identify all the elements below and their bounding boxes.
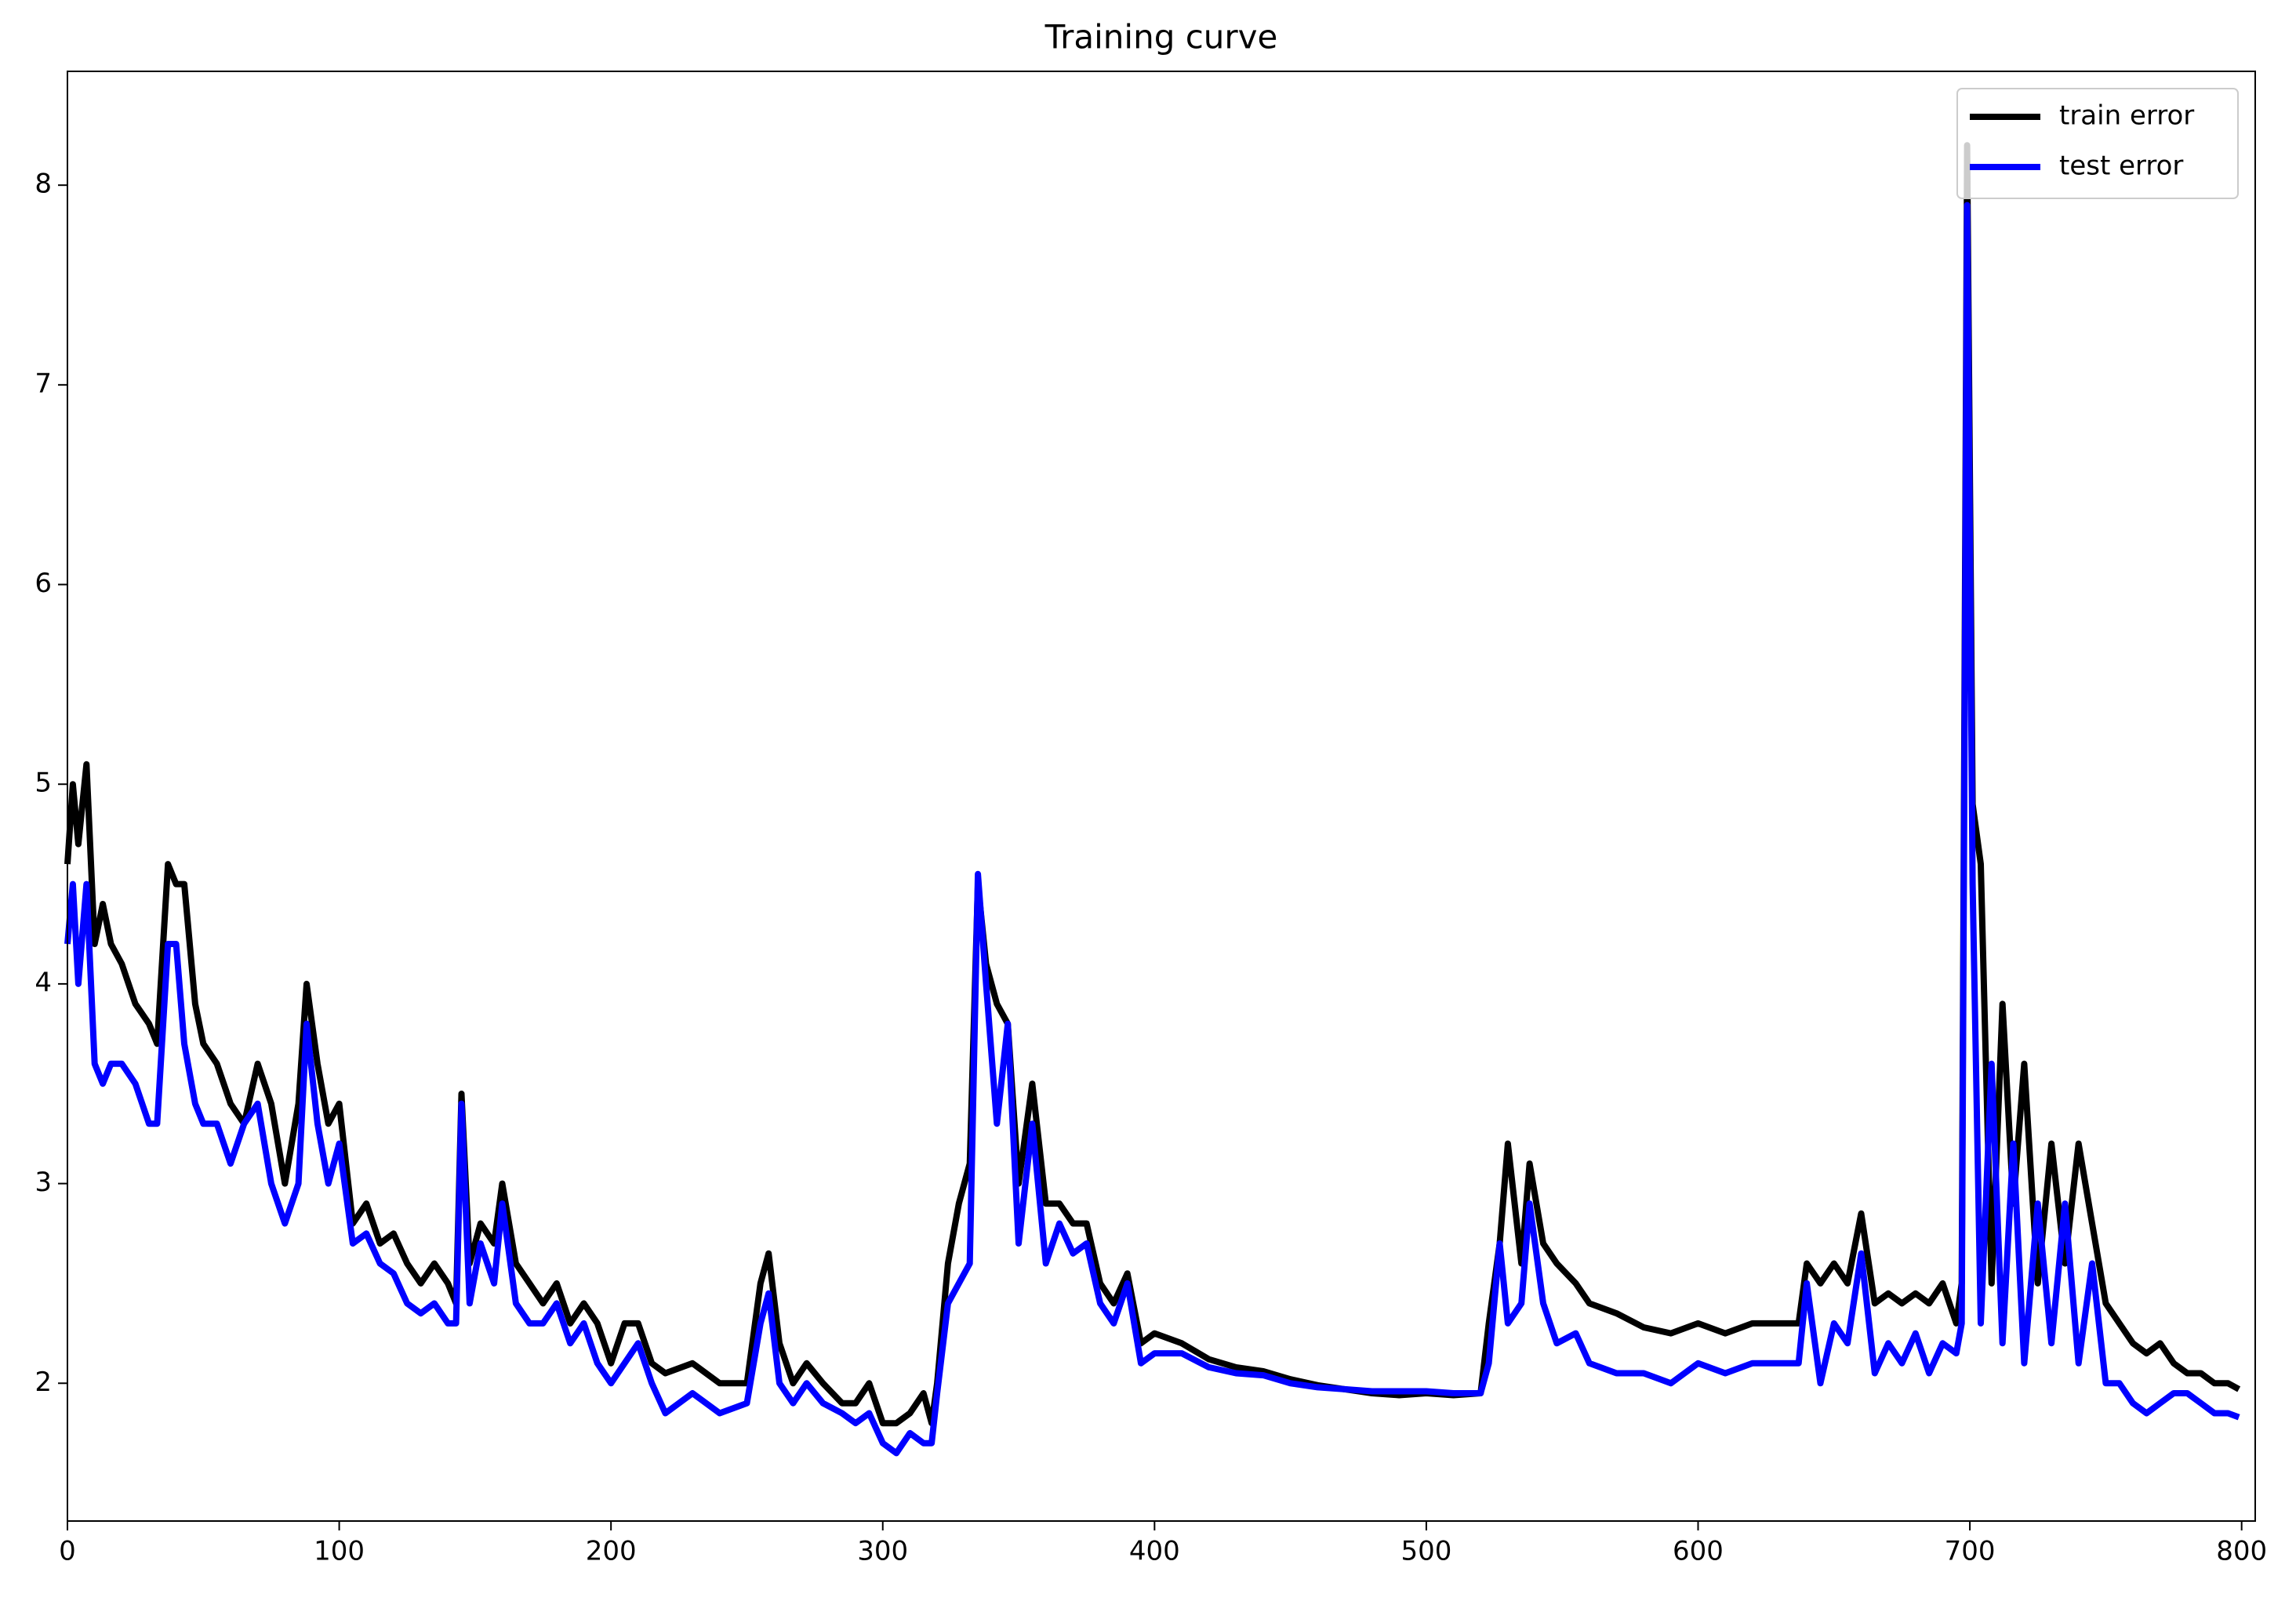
chart-title: Training curve xyxy=(1044,18,1278,56)
x-tick-label: 500 xyxy=(1400,1536,1451,1567)
y-tick-label: 7 xyxy=(35,368,52,399)
x-tick-label: 400 xyxy=(1129,1536,1180,1567)
x-tick-label: 200 xyxy=(586,1536,637,1567)
y-tick-label: 4 xyxy=(35,967,52,998)
y-tick-label: 6 xyxy=(35,568,52,599)
y-tick-label: 3 xyxy=(35,1167,52,1198)
line-series xyxy=(64,142,2241,1427)
x-tick-label: 300 xyxy=(857,1536,908,1567)
x-tick-label: 700 xyxy=(1945,1536,1996,1567)
y-tick-label: 2 xyxy=(35,1367,52,1398)
x-tick-label: 100 xyxy=(314,1536,365,1567)
legend-label: train error xyxy=(2059,100,2194,132)
plot-frame xyxy=(67,71,2256,1522)
x-tick-label: 600 xyxy=(1673,1536,1724,1567)
y-tick-label: 8 xyxy=(35,169,52,200)
line-series xyxy=(64,201,2240,1457)
x-tick-label: 0 xyxy=(59,1536,76,1567)
y-tick-label: 5 xyxy=(35,768,52,799)
legend-label: test error xyxy=(2059,151,2183,182)
x-tick-label: 800 xyxy=(2216,1536,2267,1567)
